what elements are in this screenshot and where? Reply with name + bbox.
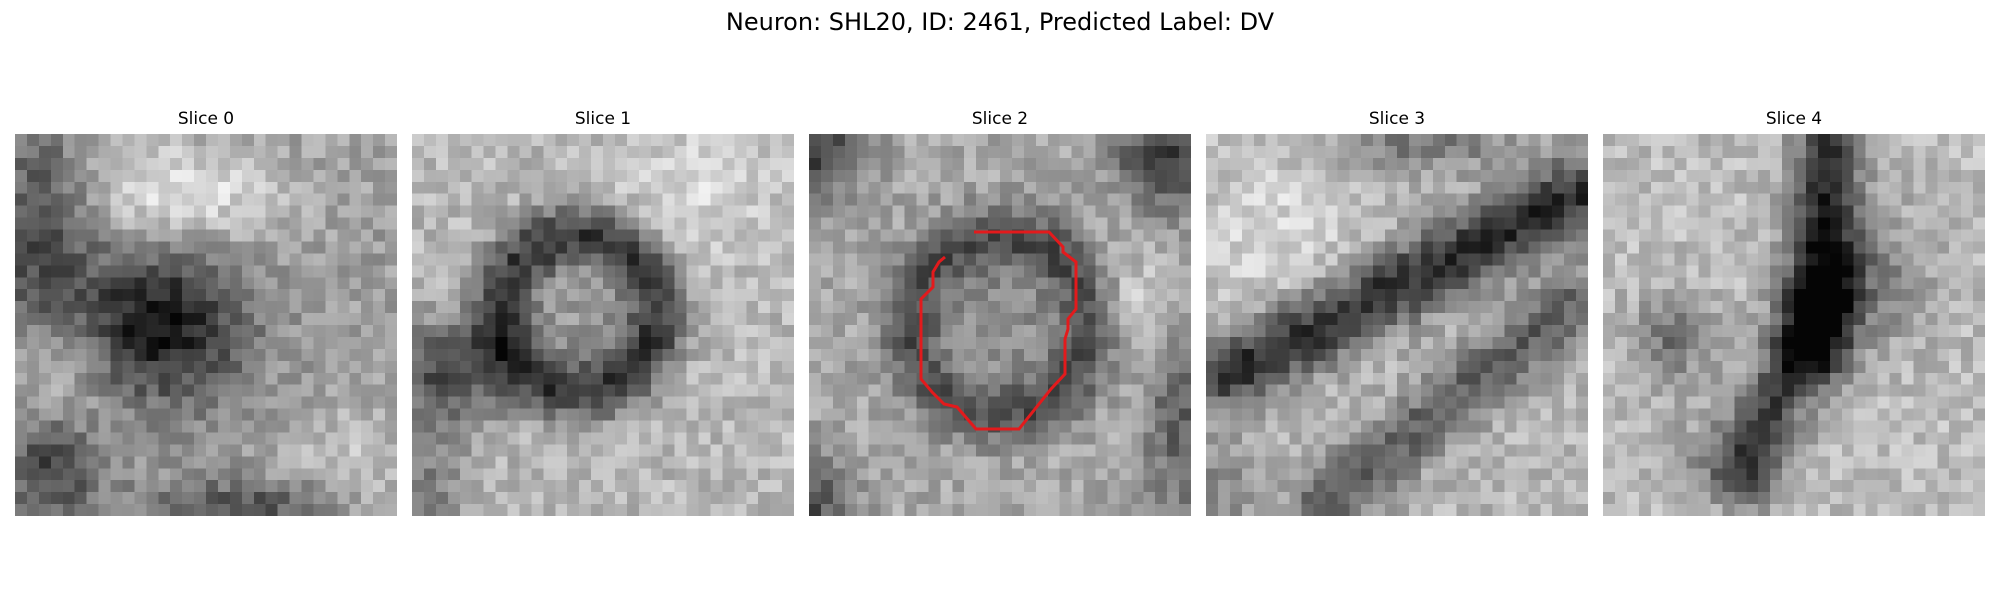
slice-image: [15, 134, 397, 516]
slice-title: Slice 3: [1368, 109, 1426, 129]
slice-title: Slice 4: [1765, 109, 1823, 129]
slice-image: [1206, 134, 1588, 516]
slice-title: Slice 0: [177, 109, 235, 129]
slice-title: Slice 1: [574, 109, 632, 129]
slice-image: [1603, 134, 1985, 516]
slice-image: [809, 134, 1191, 516]
slice-image: [412, 134, 794, 516]
slice-title: Slice 2: [971, 109, 1029, 129]
figure-title: Neuron: SHL20, ID: 2461, Predicted Label…: [725, 8, 1275, 36]
